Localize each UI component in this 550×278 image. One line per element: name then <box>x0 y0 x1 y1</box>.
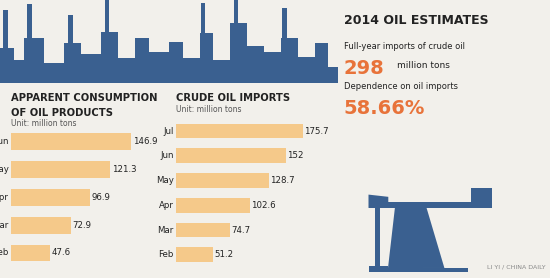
Text: 72.9: 72.9 <box>72 221 91 230</box>
Text: Feb: Feb <box>158 250 174 259</box>
Text: 152: 152 <box>287 151 304 160</box>
Bar <box>283 8 287 38</box>
Bar <box>11 133 131 150</box>
Bar <box>375 208 380 268</box>
Bar <box>11 217 70 234</box>
Text: Jun: Jun <box>161 151 174 160</box>
Bar <box>368 266 388 272</box>
Text: Unit: million tons: Unit: million tons <box>176 105 241 114</box>
Bar <box>118 58 135 83</box>
Bar <box>3 10 8 48</box>
Bar <box>200 33 213 83</box>
Text: Full-year imports of crude oil: Full-year imports of crude oil <box>344 42 465 51</box>
Bar <box>24 38 44 83</box>
Bar <box>0 48 14 83</box>
Bar <box>135 38 149 83</box>
Bar <box>176 124 302 138</box>
Text: 51.2: 51.2 <box>214 250 234 259</box>
Text: Apr: Apr <box>0 193 9 202</box>
Text: 175.7: 175.7 <box>304 126 329 136</box>
Bar <box>68 15 73 43</box>
Text: million tons: million tons <box>397 61 450 70</box>
Bar <box>176 247 213 262</box>
Text: May: May <box>0 165 9 174</box>
Bar <box>471 188 492 208</box>
Bar <box>315 43 328 83</box>
Text: Apr: Apr <box>159 201 174 210</box>
Bar <box>328 67 338 83</box>
Text: 58.66%: 58.66% <box>344 99 425 118</box>
Bar <box>44 63 64 83</box>
Text: LI YI / CHINA DAILY: LI YI / CHINA DAILY <box>487 264 546 269</box>
Bar <box>81 54 101 83</box>
Bar <box>176 223 230 237</box>
Text: 121.3: 121.3 <box>112 165 136 174</box>
Bar <box>64 43 81 83</box>
Bar <box>368 202 492 208</box>
Text: 298: 298 <box>344 59 384 78</box>
Bar <box>27 4 32 38</box>
Text: CRUDE OIL IMPORTS: CRUDE OIL IMPORTS <box>176 93 290 103</box>
Bar <box>101 32 118 83</box>
Bar <box>176 148 285 163</box>
Text: Dependence on oil imports: Dependence on oil imports <box>344 82 458 91</box>
Polygon shape <box>423 207 444 268</box>
Bar <box>149 52 169 83</box>
Text: Unit: million tons: Unit: million tons <box>11 119 76 128</box>
Bar <box>213 60 230 83</box>
Text: May: May <box>156 176 174 185</box>
Text: Mar: Mar <box>0 221 9 230</box>
Text: 146.9: 146.9 <box>133 137 157 146</box>
Bar <box>234 0 239 23</box>
Bar <box>183 58 200 83</box>
Bar <box>201 3 205 33</box>
Text: 2014 OIL ESTIMATES: 2014 OIL ESTIMATES <box>344 14 488 27</box>
Text: Jul: Jul <box>163 126 174 136</box>
Bar <box>176 198 250 213</box>
Text: 96.9: 96.9 <box>92 193 111 202</box>
Bar <box>368 268 468 272</box>
Bar <box>247 46 264 83</box>
Text: 47.6: 47.6 <box>52 249 71 257</box>
Text: 128.7: 128.7 <box>270 176 295 185</box>
Text: Mar: Mar <box>158 225 174 235</box>
Bar <box>169 42 183 83</box>
Bar <box>11 189 90 206</box>
Bar <box>410 207 423 268</box>
Text: Jun: Jun <box>0 137 9 146</box>
Bar <box>105 0 109 32</box>
Bar <box>14 60 24 83</box>
Bar <box>11 245 50 261</box>
Polygon shape <box>368 195 388 208</box>
Text: 102.6: 102.6 <box>251 201 276 210</box>
Bar <box>11 161 110 178</box>
Bar <box>280 38 298 83</box>
Bar <box>230 23 247 83</box>
Text: 74.7: 74.7 <box>232 225 250 235</box>
Text: OF OIL PRODUCTS: OF OIL PRODUCTS <box>11 108 113 118</box>
Text: Feb: Feb <box>0 249 9 257</box>
Bar <box>176 173 269 188</box>
Bar <box>264 52 280 83</box>
Text: APPARENT CONSUMPTION: APPARENT CONSUMPTION <box>11 93 157 103</box>
Bar <box>298 57 315 83</box>
Polygon shape <box>388 207 410 268</box>
